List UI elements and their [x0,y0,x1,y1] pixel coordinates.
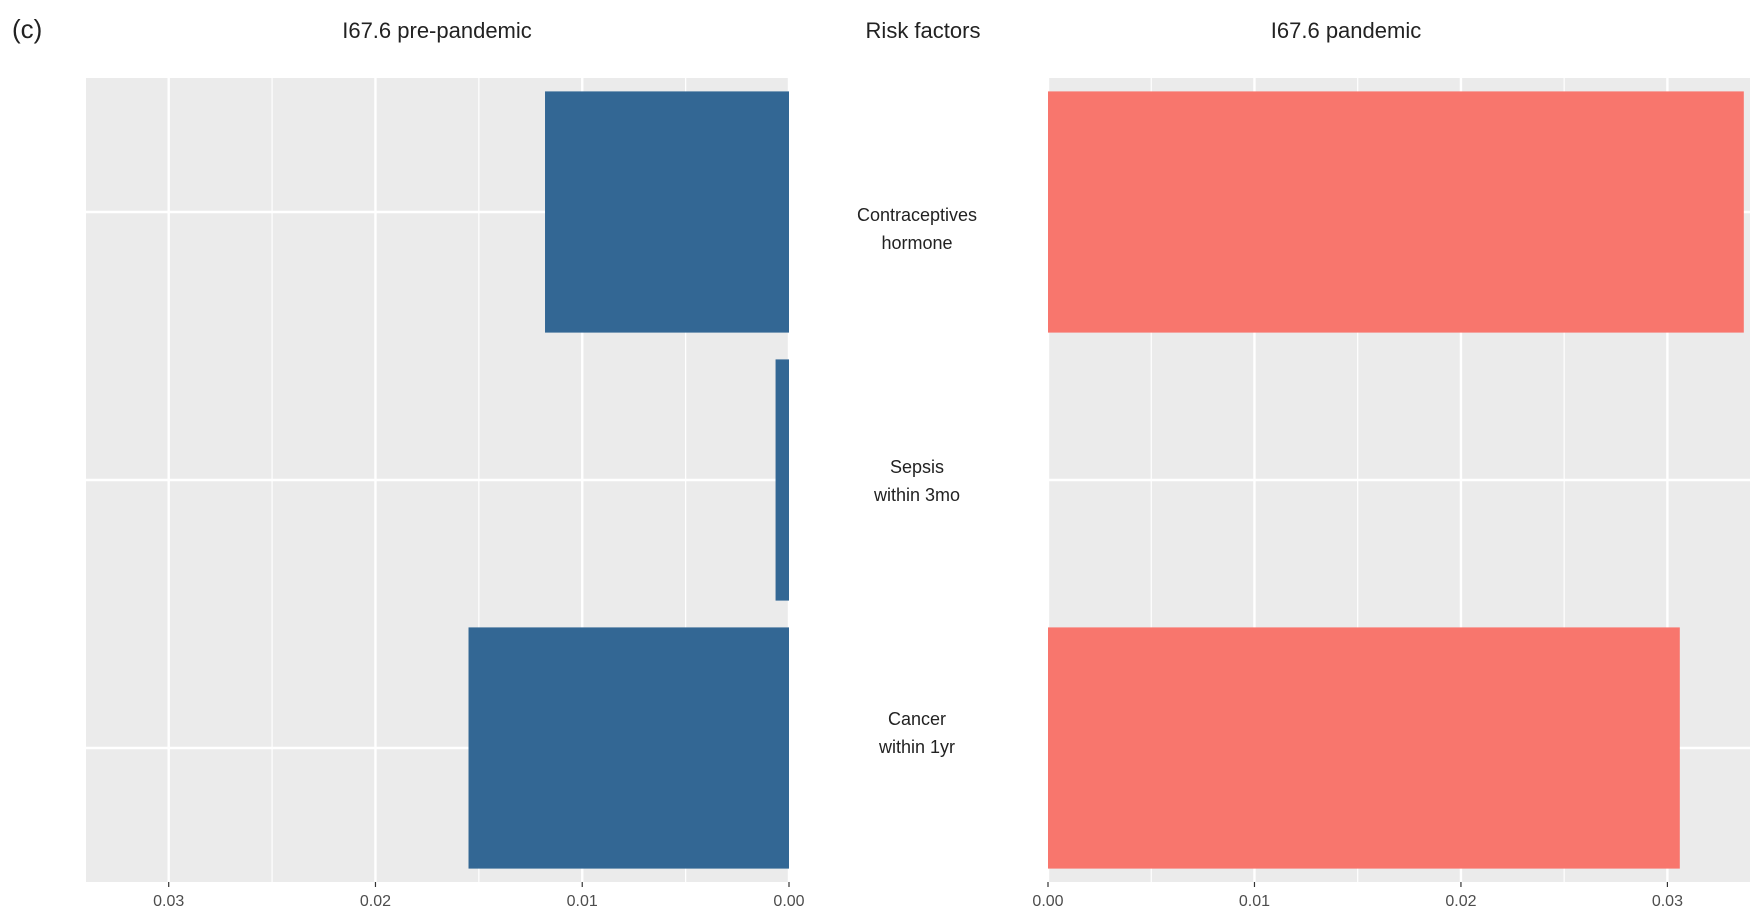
category-label-contraceptives: Contraceptives hormone [856,205,978,253]
right-tick-label: 0.01 [1239,893,1270,910]
right-tick-label: 0.00 [1032,893,1063,910]
left-tick-label: 0.00 [773,893,804,910]
risk-factors-title: Risk factors [865,18,981,43]
left-tick-label: 0.02 [360,893,391,910]
left-bar-0 [545,91,789,333]
left-chart-title: I67.6 pre-pandemic [342,18,532,43]
left-tick-label: 0.03 [153,893,184,910]
left-bar-2 [468,627,789,869]
right-bar-2 [1048,627,1680,869]
left-tick-label: 0.01 [567,893,598,910]
category-label-cancer: Cancer within 1yr [878,709,956,757]
category-label-sepsis: Sepsis within 3mo [873,457,961,505]
right-chart-title: I67.6 pandemic [1270,18,1422,43]
right-tick-label: 0.02 [1445,893,1476,910]
right-bar-0 [1048,91,1744,333]
panel-label: (c) [12,14,43,44]
left-bar-1 [775,359,789,601]
right-tick-label: 0.03 [1652,893,1683,910]
